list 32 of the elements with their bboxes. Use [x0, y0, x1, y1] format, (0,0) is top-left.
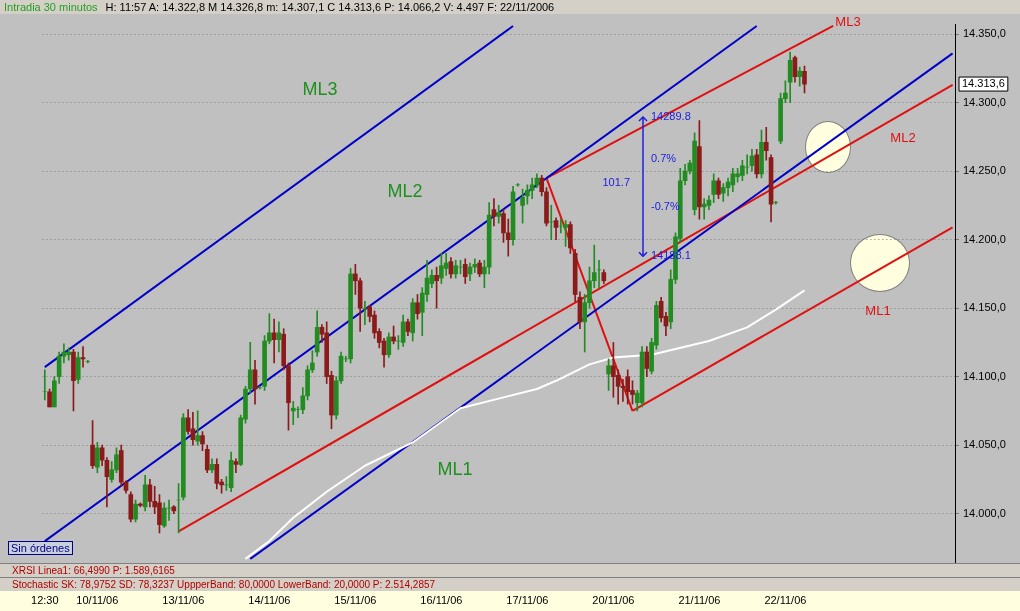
- chart-subtitle: H: 11:57 A: 14.322,8 M 14.326,8 m: 14.307,1 C 14.313,6 P: 14.066,2 V: 4.497 F: 22/11/2006: [105, 1, 555, 13]
- chart-title: Intradia 30 minutos: [4, 1, 98, 13]
- annotation: 101.7: [602, 176, 630, 189]
- y-tick-label: 14.000,0: [963, 506, 1006, 519]
- text: XRSI Linea1: 66,4990 P: 1.589,6165: [0, 563, 1020, 577]
- y-tick-label: 14.350,0: [963, 27, 1006, 40]
- x-tick-label: 21/11/06: [678, 593, 721, 606]
- y-tick-label: 14.150,0: [963, 301, 1006, 314]
- x-tick-label: 17/11/06: [506, 593, 549, 606]
- x-tick-label: 15/11/06: [334, 593, 377, 606]
- x-tick-label: 10/11/06: [76, 593, 119, 606]
- annotation: ML2: [890, 129, 916, 145]
- y-tick-label: 14.200,0: [963, 232, 1006, 245]
- annotation: ML1: [437, 458, 473, 479]
- x-tick-label: 12:30: [31, 593, 59, 606]
- annotation: ML3: [302, 78, 338, 99]
- annotation: ML3: [835, 13, 861, 29]
- annotation: 0.7%: [651, 152, 677, 165]
- annotation: Sin órdenes: [8, 541, 73, 555]
- x-tick-label: 20/11/06: [592, 593, 635, 606]
- annotation: ML2: [387, 180, 423, 201]
- x-tick-label: 16/11/06: [420, 593, 463, 606]
- text: 14.313,6: [962, 77, 1005, 90]
- y-tick-label: 14.050,0: [963, 438, 1006, 451]
- y-tick-label: 14.250,0: [963, 164, 1006, 177]
- y-tick-label: 14.300,0: [963, 95, 1006, 108]
- annotation: ML1: [865, 302, 891, 318]
- y-tick-label: 14.100,0: [963, 369, 1006, 382]
- x-tick-label: 14/11/06: [248, 593, 291, 606]
- text: Stochastic SK: 78,9752 SD: 78,3237 UppperBand: 80,0000 LowerBand: 20,0000 P: 2.514,2857: [0, 577, 1020, 591]
- x-tick-label: 13/11/06: [162, 593, 205, 606]
- x-tick-label: 22/11/06: [764, 593, 807, 606]
